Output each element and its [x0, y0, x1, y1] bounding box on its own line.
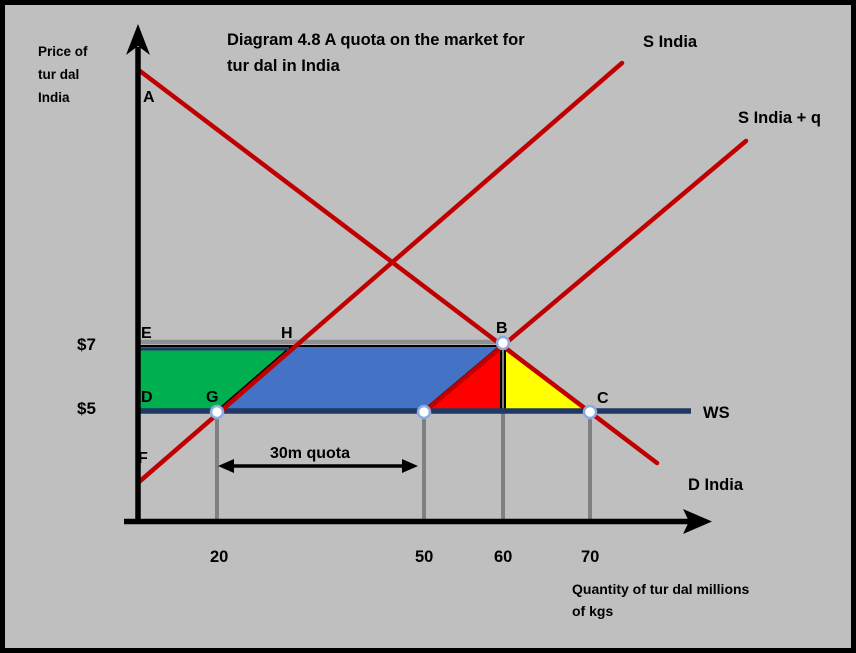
- point-marker-b: [495, 335, 511, 351]
- qty-tick-50: 50: [415, 548, 433, 566]
- supply-plus-quota-curve: [421, 138, 749, 415]
- point-label-a: A: [143, 89, 155, 106]
- demand-curve: [137, 68, 660, 466]
- quota-arrow-right-head-icon: [402, 459, 418, 473]
- y-axis-label-line3: India: [38, 90, 70, 105]
- diagram-title-line1: Diagram 4.8 A quota on the market for: [227, 31, 525, 49]
- quota-arrow-left-head-icon: [218, 459, 234, 473]
- price-tick-5: $5: [77, 399, 96, 418]
- supply-plus-quota-curve-label: S India + q: [738, 109, 821, 127]
- point-marker-50: [416, 404, 432, 420]
- point-label-e: E: [141, 325, 152, 342]
- point-label-f: F: [138, 450, 148, 467]
- quota-annotation: 30m quota: [270, 445, 350, 462]
- y-axis-arrowhead-icon: [126, 24, 150, 55]
- demand-curve-label: D India: [688, 476, 744, 494]
- qty-tick-60: 60: [494, 548, 512, 566]
- world-supply-label: WS: [703, 404, 730, 422]
- point-label-c: C: [597, 390, 609, 407]
- point-label-b: B: [496, 320, 508, 337]
- y-axis-label-line1: Price of: [38, 44, 88, 59]
- point-marker-c: [582, 404, 598, 420]
- y-axis-label-line2: tur dal: [38, 67, 79, 82]
- point-label-h: H: [281, 325, 293, 342]
- supply-curve-label: S India: [643, 33, 698, 51]
- qty-tick-70: 70: [581, 548, 599, 566]
- x-axis-label-line1: Quantity of tur dal millions: [572, 581, 750, 597]
- x-axis-arrowhead-icon: [683, 509, 712, 534]
- price-tick-7: $7: [77, 335, 96, 354]
- diagram-title-line2: tur dal in India: [227, 57, 341, 75]
- point-label-g: G: [206, 389, 218, 406]
- qty-tick-20: 20: [210, 548, 228, 566]
- point-marker-g: [209, 404, 225, 420]
- x-axis-label-line2: of kgs: [572, 603, 613, 619]
- point-label-d: D: [141, 389, 153, 406]
